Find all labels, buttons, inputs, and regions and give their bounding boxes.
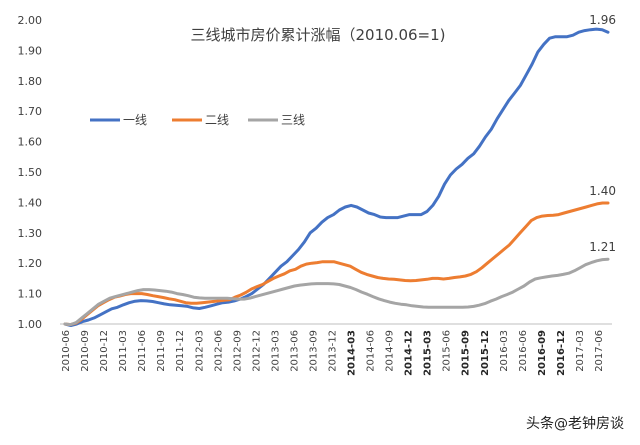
y-axis-labels: 1.00 1.10 1.20 1.30 1.40 1.50 1.60 1.70 1.80 1.90…	[18, 14, 43, 331]
x-axis-labels: 2010-06 2010-09 2010-12 2011-03 2011-06 2011-…	[61, 330, 605, 376]
y-tick-label: 2.00	[18, 14, 43, 27]
legend-label: 二线	[205, 113, 229, 127]
end-labels: 1.96 1.40 1.21	[589, 13, 616, 254]
y-tick-label: 1.20	[18, 257, 43, 270]
x-tick-label: 2017-06	[594, 330, 605, 372]
y-tick-label: 1.60	[18, 136, 43, 149]
x-tick-label: 2016-06	[518, 330, 529, 372]
x-tick-label: 2012-12	[251, 330, 262, 372]
x-tick-label: 2014-12	[404, 330, 415, 376]
legend: 一线 二线 三线	[90, 113, 305, 127]
x-tick-label: 2014-06	[366, 330, 377, 372]
x-tick-label: 2013-09	[308, 330, 319, 372]
x-tick-label: 2012-03	[194, 330, 205, 372]
end-value-label: 1.96	[589, 13, 616, 27]
legend-label: 三线	[281, 113, 305, 127]
x-tick-label: 2011-06	[137, 330, 148, 372]
series-line-2	[63, 201, 610, 327]
x-tick-label: 2017-03	[575, 330, 586, 372]
x-tick-label: 2011-09	[156, 330, 167, 372]
y-tick-label: 1.10	[18, 288, 43, 301]
series-lines	[63, 27, 610, 327]
x-tick-label: 2015-09	[461, 330, 472, 376]
watermark: 头条@老钟房谈	[526, 416, 624, 432]
y-tick-label: 1.90	[18, 44, 43, 57]
x-tick-label: 2012-09	[232, 330, 243, 372]
x-tick-label: 2013-12	[328, 330, 339, 372]
y-tick-label: 1.80	[18, 75, 43, 88]
x-tick-label: 2016-09	[537, 330, 548, 376]
x-tick-label: 2015-03	[423, 330, 434, 376]
x-tick-label: 2015-12	[480, 330, 491, 376]
x-tick-label: 2012-06	[213, 330, 224, 372]
series-line-1	[63, 27, 610, 327]
y-tick-label: 1.70	[18, 105, 43, 118]
x-tick-label: 2010-06	[61, 330, 72, 372]
x-tick-label: 2016-12	[556, 330, 567, 376]
end-value-label: 1.40	[589, 184, 616, 198]
y-tick-label: 1.30	[18, 227, 43, 240]
x-tick-label: 2014-03	[347, 330, 358, 376]
x-tick-label: 2013-06	[289, 330, 300, 372]
x-tick-label: 2015-06	[442, 330, 453, 372]
x-tick-label: 2013-03	[270, 330, 281, 372]
series-line-3	[63, 257, 610, 327]
y-tick-label: 1.50	[18, 166, 43, 179]
x-tick-label: 2011-12	[175, 330, 186, 372]
end-value-label: 1.21	[589, 240, 616, 254]
x-tick-label: 2011-03	[118, 330, 129, 372]
y-tick-label: 1.00	[18, 318, 43, 331]
x-tick-label: 2016-03	[499, 330, 510, 372]
x-tick-label: 2010-09	[80, 330, 91, 372]
chart-title: 三线城市房价累计涨幅（2010.06=1)	[191, 26, 446, 44]
legend-label: 一线	[123, 113, 147, 127]
x-tick-label: 2014-09	[385, 330, 396, 372]
y-tick-label: 1.40	[18, 196, 43, 209]
x-tick-label: 2010-12	[99, 330, 110, 372]
